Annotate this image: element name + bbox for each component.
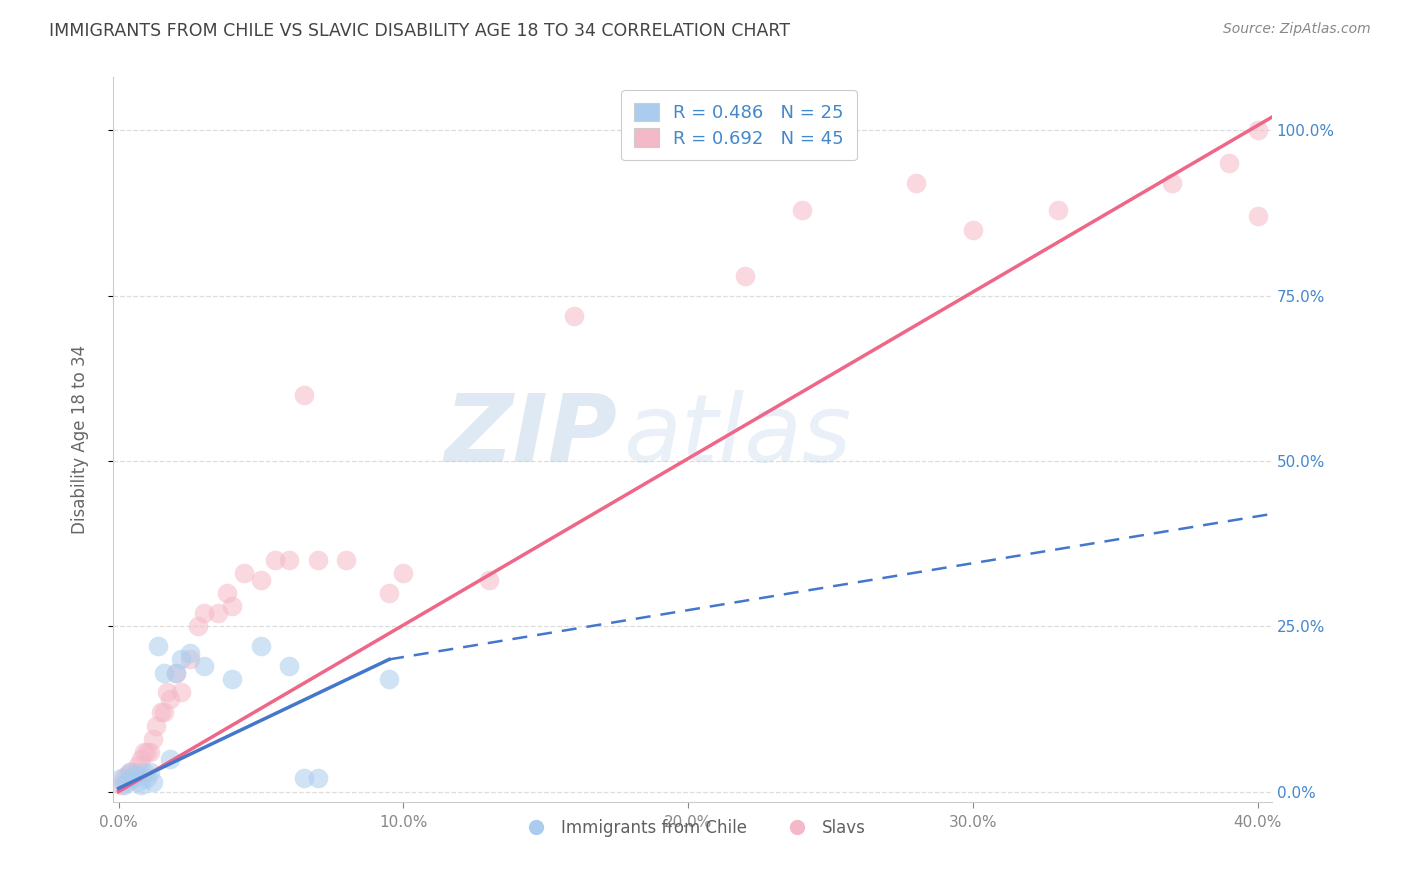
- Text: ZIP: ZIP: [444, 390, 617, 482]
- Point: [378, 586, 401, 600]
- Point: [170, 685, 193, 699]
- Point: [134, 764, 156, 779]
- Y-axis label: Disability Age 18 to 34: Disability Age 18 to 34: [72, 345, 89, 534]
- Point: [142, 774, 165, 789]
- Text: IMMIGRANTS FROM CHILE VS SLAVIC DISABILITY AGE 18 TO 34 CORRELATION CHART: IMMIGRANTS FROM CHILE VS SLAVIC DISABILI…: [49, 22, 790, 40]
- Point: [232, 566, 254, 581]
- Point: [292, 772, 315, 786]
- Point: [112, 778, 135, 792]
- Point: [115, 774, 138, 789]
- Point: [159, 751, 181, 765]
- Point: [142, 731, 165, 746]
- Point: [215, 586, 238, 600]
- Point: [131, 751, 153, 765]
- Point: [335, 553, 357, 567]
- Point: [207, 606, 229, 620]
- Point: [124, 768, 146, 782]
- Point: [1047, 202, 1070, 217]
- Point: [110, 778, 132, 792]
- Point: [165, 665, 187, 680]
- Point: [1161, 176, 1184, 190]
- Point: [193, 659, 215, 673]
- Point: [734, 268, 756, 283]
- Point: [179, 646, 201, 660]
- Point: [148, 639, 170, 653]
- Point: [307, 553, 329, 567]
- Point: [139, 745, 162, 759]
- Point: [136, 772, 159, 786]
- Point: [134, 745, 156, 759]
- Point: [221, 672, 243, 686]
- Point: [118, 764, 141, 779]
- Point: [121, 772, 143, 786]
- Point: [127, 774, 149, 789]
- Point: [159, 692, 181, 706]
- Point: [165, 665, 187, 680]
- Point: [145, 718, 167, 732]
- Point: [1218, 156, 1240, 170]
- Point: [121, 772, 143, 786]
- Point: [124, 764, 146, 779]
- Legend: Immigrants from Chile, Slavs: Immigrants from Chile, Slavs: [512, 813, 872, 844]
- Point: [562, 309, 585, 323]
- Point: [962, 222, 984, 236]
- Point: [392, 566, 415, 581]
- Point: [118, 764, 141, 779]
- Text: atlas: atlas: [623, 391, 851, 482]
- Point: [307, 772, 329, 786]
- Point: [790, 202, 813, 217]
- Point: [1246, 123, 1268, 137]
- Point: [179, 652, 201, 666]
- Point: [150, 706, 173, 720]
- Point: [153, 706, 176, 720]
- Point: [127, 758, 149, 772]
- Point: [139, 764, 162, 779]
- Point: [131, 778, 153, 792]
- Point: [1246, 210, 1268, 224]
- Point: [170, 652, 193, 666]
- Point: [264, 553, 287, 567]
- Point: [153, 665, 176, 680]
- Point: [292, 388, 315, 402]
- Point: [110, 772, 132, 786]
- Point: [278, 553, 301, 567]
- Point: [378, 672, 401, 686]
- Point: [193, 606, 215, 620]
- Point: [250, 573, 273, 587]
- Text: Source: ZipAtlas.com: Source: ZipAtlas.com: [1223, 22, 1371, 37]
- Point: [478, 573, 501, 587]
- Point: [115, 768, 138, 782]
- Point: [187, 619, 209, 633]
- Point: [136, 745, 159, 759]
- Point: [278, 659, 301, 673]
- Point: [250, 639, 273, 653]
- Point: [221, 599, 243, 614]
- Point: [112, 772, 135, 786]
- Point: [904, 176, 927, 190]
- Point: [156, 685, 179, 699]
